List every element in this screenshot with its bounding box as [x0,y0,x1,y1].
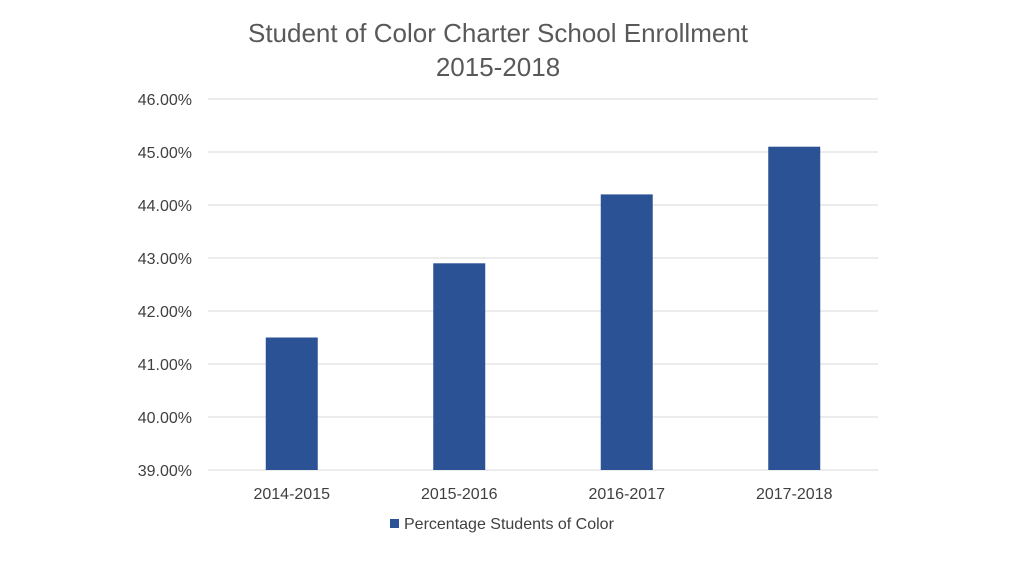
y-axis-tick-labels: 39.00% 40.00% 41.00% 42.00% 43.00% 44.00% 45.0… [138,92,192,480]
x-axis-tick-labels: 2014-2015 2015-2016 2016-2017 2017-2018 [253,486,832,503]
x-tick-label: 2016-2017 [588,486,665,503]
bar-2015-2016 [433,263,486,470]
bar-2016-2017 [600,194,653,470]
legend-label: Percentage Students of Color [404,516,615,533]
x-tick-label: 2017-2018 [756,486,833,503]
y-tick-label: 42.00% [138,304,192,321]
bar-2017-2018 [768,146,821,470]
x-tick-label: 2015-2016 [421,486,498,503]
y-tick-label: 45.00% [138,145,192,162]
gridlines [208,98,878,471]
chart-title-line-2: 2015-2018 [436,52,560,82]
legend-swatch [390,519,399,528]
x-tick-label: 2014-2015 [253,486,330,503]
chart-title: Student of Color Charter School Enrollme… [248,18,749,82]
bars [265,146,821,470]
chart-title-line-1: Student of Color Charter School Enrollme… [248,18,749,48]
y-tick-label: 39.00% [138,463,192,480]
y-tick-label: 44.00% [138,198,192,215]
y-tick-label: 41.00% [138,357,192,374]
y-tick-label: 46.00% [138,92,192,109]
y-tick-label: 43.00% [138,251,192,268]
y-tick-label: 40.00% [138,410,192,427]
bar-2014-2015 [265,337,318,470]
legend: Percentage Students of Color [390,516,615,533]
